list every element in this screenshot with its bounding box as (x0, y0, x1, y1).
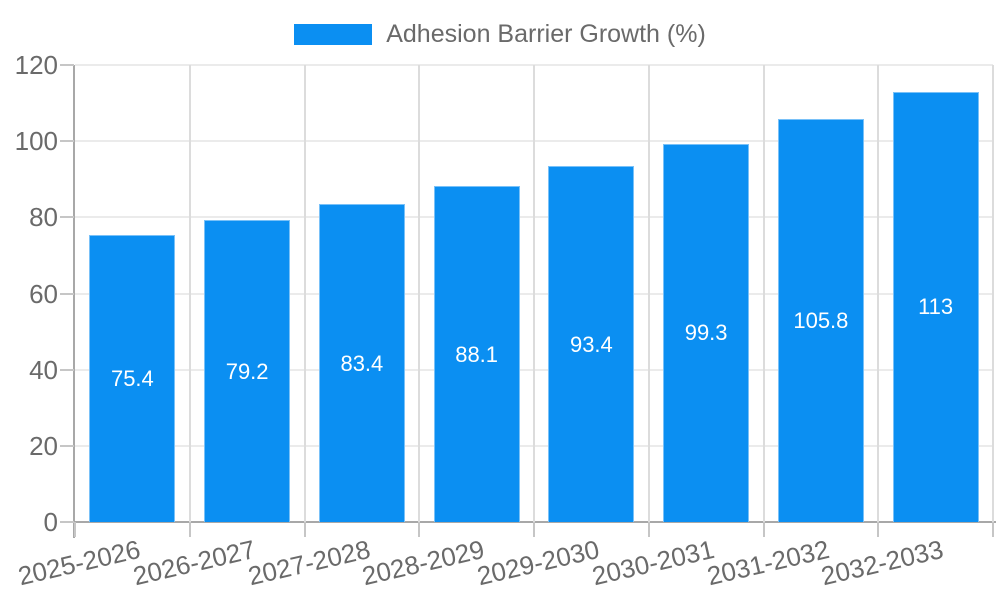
y-axis-line (73, 65, 75, 538)
v-gridline (647, 65, 650, 522)
legend: Adhesion Barrier Growth (%) (0, 20, 1000, 49)
x-tick-label: 2030-2031 (588, 534, 717, 592)
y-tick (60, 140, 74, 143)
bar-value-label: 113 (918, 294, 954, 320)
x-tick (992, 522, 994, 537)
bar-value-label: 83.4 (340, 350, 384, 376)
bar-value-label: 75.4 (110, 365, 154, 391)
bar-value-label: 105.8 (793, 308, 849, 334)
y-tick-label: 20 (29, 430, 58, 461)
y-tick-label: 80 (29, 202, 58, 233)
bar-value-label: 99.3 (684, 320, 728, 346)
y-tick-label: 60 (29, 278, 58, 309)
legend-item[interactable]: Adhesion Barrier Growth (%) (294, 20, 706, 49)
x-axis-line (60, 521, 996, 523)
bar[interactable]: 99.3 (663, 143, 750, 522)
v-gridline (877, 65, 880, 522)
v-gridline (418, 65, 421, 522)
v-gridline (992, 65, 994, 522)
x-tick (418, 522, 421, 537)
y-tick-label: 40 (29, 354, 58, 385)
bar[interactable]: 113 (892, 91, 979, 522)
x-tick (533, 522, 535, 537)
x-tick (188, 522, 191, 537)
y-tick (60, 292, 74, 295)
x-tick-label: 2027-2028 (244, 534, 373, 592)
x-tick (303, 522, 306, 537)
y-tick (60, 368, 74, 371)
x-tick-label: 2028-2029 (359, 534, 488, 592)
x-tick-label: 2029-2030 (474, 534, 603, 592)
x-tick (877, 522, 880, 537)
x-tick (647, 522, 650, 537)
y-tick (60, 521, 74, 523)
bar-value-label: 88.1 (455, 341, 499, 367)
x-tick-label: 2031-2032 (703, 534, 832, 592)
bar-value-label: 93.4 (569, 331, 613, 357)
legend-label: Adhesion Barrier Growth (%) (386, 20, 706, 48)
y-tick-label: 100 (14, 126, 58, 157)
bar[interactable]: 75.4 (89, 234, 176, 522)
bar[interactable]: 105.8 (777, 119, 864, 522)
x-tick (762, 522, 765, 537)
y-tick (60, 216, 74, 219)
v-gridline (188, 65, 191, 522)
y-tick-label: 120 (14, 50, 58, 80)
x-tick-label: 2026-2027 (129, 534, 258, 592)
bar[interactable]: 93.4 (548, 166, 635, 522)
bar-value-label: 79.2 (225, 358, 269, 384)
v-gridline (303, 65, 306, 522)
bar[interactable]: 88.1 (433, 186, 520, 522)
y-tick-label: 0 (43, 507, 58, 537)
y-tick (60, 444, 74, 447)
x-tick (74, 522, 76, 537)
v-gridline (533, 65, 535, 522)
x-tick-label: 2025-2026 (15, 534, 144, 592)
bar[interactable]: 79.2 (204, 220, 291, 522)
legend-swatch (294, 24, 373, 45)
v-gridline (762, 65, 765, 522)
bar[interactable]: 83.4 (318, 204, 405, 522)
y-tick (60, 64, 74, 66)
x-tick-label: 2032-2033 (818, 534, 947, 592)
